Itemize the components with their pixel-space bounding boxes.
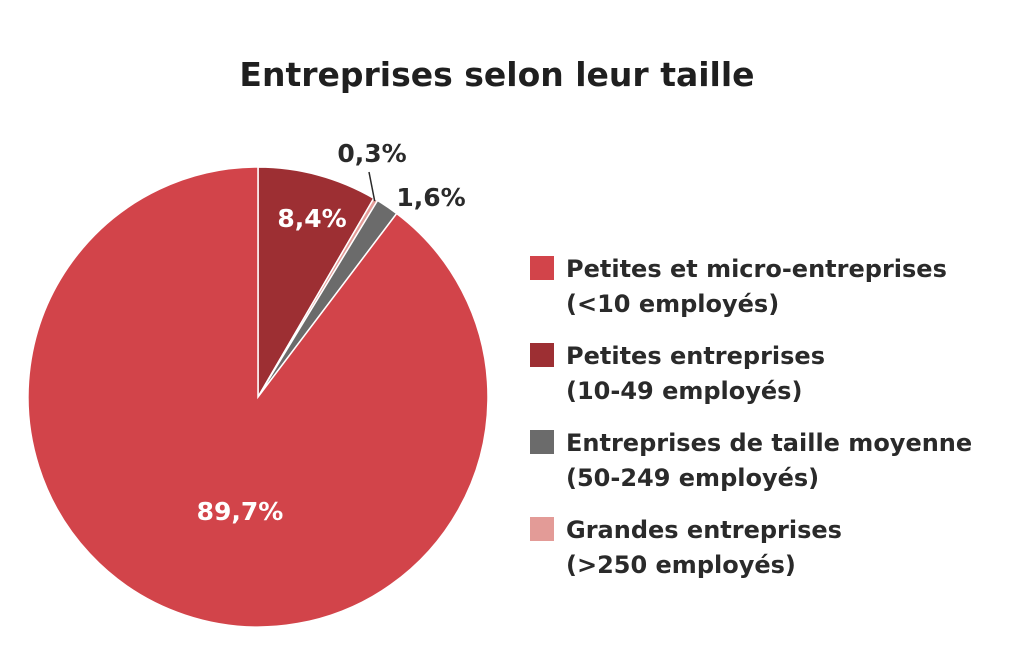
pie-slices-group (27, 166, 489, 628)
chart-title: Entreprises selon leur taille (239, 55, 754, 94)
leader-line-slice-2 (368, 171, 376, 202)
pie-labels-group: 89,7% 8,4% 0,3% 1,6% (197, 139, 466, 526)
legend: Petites et micro-entreprises (<10 employé… (530, 255, 972, 579)
legend-label-2-line1: Entreprises de taille moyenne (566, 429, 972, 457)
legend-swatch-3 (530, 517, 554, 541)
legend-label-3-line1: Grandes entreprises (566, 516, 842, 544)
legend-swatch-0 (530, 256, 554, 280)
legend-swatch-2 (530, 430, 554, 454)
pie-slice-0 (27, 166, 489, 628)
legend-label-1-line1: Petites entreprises (566, 342, 825, 370)
legend-label-1-line2: (10-49 employés) (566, 377, 802, 405)
data-label-slice-0: 89,7% (197, 497, 284, 526)
legend-label-0-line1: Petites et micro-entreprises (566, 255, 947, 283)
data-label-slice-2: 0,3% (337, 139, 406, 168)
data-label-slice-3: 1,6% (396, 183, 465, 212)
legend-label-2-line2: (50-249 employés) (566, 464, 819, 492)
legend-label-3-line2: (>250 employés) (566, 551, 796, 579)
legend-label-0-line2: (<10 employés) (566, 290, 779, 318)
pie-slice-1 (257, 166, 375, 400)
data-label-slice-1: 8,4% (277, 204, 346, 233)
legend-swatch-1 (530, 343, 554, 367)
